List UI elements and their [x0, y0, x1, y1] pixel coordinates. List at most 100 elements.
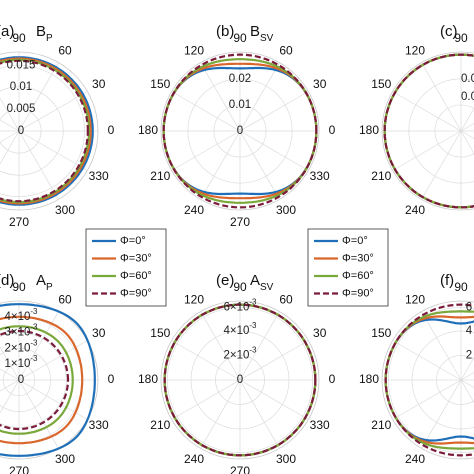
panel-c-angle-labels: 90 120 150 180 210 240 — [359, 31, 468, 217]
polar-spoke — [171, 130, 241, 171]
polar-spoke — [460, 356, 474, 381]
angle-tick-label: 120 — [184, 292, 204, 306]
radial-tick-exponent: -3 — [249, 297, 257, 306]
polar-spoke — [0, 130, 20, 143]
radial-tick-label: 0.01 — [10, 81, 32, 93]
angle-tick-label: 270 — [230, 464, 250, 474]
panel-e-angle-labels: 0 30 60 90 120 150 180 210 240 270 300 330 — [138, 280, 336, 474]
legend-right: Φ=0° Φ=30° Φ=60° Φ=90° — [307, 228, 389, 307]
legend-label: Φ=90° — [342, 287, 374, 299]
angle-tick-label: 330 — [310, 418, 330, 432]
polar-spoke — [421, 379, 462, 449]
panel-d-grid — [0, 300, 99, 460]
angle-tick-label: 210 — [150, 418, 170, 432]
angle-tick-label: 240 — [405, 203, 425, 217]
legend-label: Φ=0° — [120, 235, 146, 247]
polar-spoke — [18, 91, 88, 132]
polar-spoke — [18, 379, 59, 449]
angle-tick-label: 150 — [371, 77, 391, 91]
polar-spoke — [0, 97, 20, 132]
polar-spoke — [239, 379, 309, 420]
angle-tick-label: 240 — [405, 452, 425, 466]
radial-tick-exponent: -3 — [249, 346, 257, 355]
angle-tick-label: 60 — [58, 43, 72, 57]
angle-tick-label: 30 — [92, 77, 106, 91]
panel-f-grid — [381, 300, 474, 460]
panel-c: (c) 90 120 150 180 210 240 0.0 0.0 — [359, 23, 474, 217]
angle-tick-label: 60 — [279, 292, 293, 306]
legend-label: Φ=60° — [120, 270, 152, 282]
angle-tick-label: 90 — [454, 280, 468, 294]
polar-spoke — [460, 379, 474, 404]
radial-tick-label: 4 — [466, 325, 473, 337]
angle-tick-label: 240 — [184, 452, 204, 466]
angle-tick-label: 210 — [371, 418, 391, 432]
series-line-d-1 — [0, 315, 84, 445]
angle-tick-label: 60 — [279, 43, 293, 57]
radial-tick-label: 0.01 — [229, 99, 251, 111]
radial-tick-label: 4×10-3 — [4, 307, 38, 323]
angle-tick-label: 90 — [12, 31, 26, 45]
angle-tick-label: 0 — [108, 372, 115, 386]
radial-tick-label: 0 — [18, 374, 24, 386]
radial-tick-label: 6 — [466, 301, 472, 313]
radial-tick-exponent: -3 — [30, 323, 38, 332]
legend-label: Φ=0° — [342, 235, 368, 247]
polar-spoke — [421, 130, 462, 200]
series-line-a-1 — [0, 57, 92, 205]
panel-e-radial-labels: 0 2×10-3 4×10-3 6×10-3 — [223, 297, 257, 386]
angle-tick-label: 240 — [184, 203, 204, 217]
legend-box — [307, 228, 389, 307]
radial-tick-label: 0.0 — [461, 91, 474, 103]
series-line-f-3 — [384, 303, 474, 457]
panel-d: (d) AP 0 30 60 90 270 300 330 0 1×10-32×10-33×10… — [0, 272, 115, 474]
polar-spoke — [460, 107, 474, 132]
radial-tick-exponent: -3 — [30, 339, 38, 348]
angle-tick-label: 120 — [184, 43, 204, 57]
panel-b: (b) BSV 03060901201501802102402703003300… — [138, 23, 336, 229]
angle-tick-label: 150 — [371, 326, 391, 340]
polar-spoke — [460, 372, 474, 381]
polar-spoke — [421, 311, 462, 381]
panel-a-angle-labels: 0 30 60 90 270 300 330 — [9, 31, 115, 229]
polar-spoke — [0, 379, 20, 414]
angle-tick-label: 180 — [359, 372, 379, 386]
radial-tick-label: 2 — [466, 350, 472, 362]
radial-tick-label: 1×10-3 — [4, 354, 38, 370]
angle-tick-label: 0 — [108, 123, 115, 137]
angle-tick-label: 150 — [150, 77, 170, 91]
panel-c-letter: (c) — [440, 23, 458, 40]
polar-spoke — [0, 346, 20, 381]
radial-tick-label: 4×10-3 — [223, 321, 257, 337]
polar-spoke — [18, 62, 59, 132]
angle-tick-label: 300 — [55, 452, 75, 466]
polar-spoke — [392, 91, 462, 132]
angle-tick-label: 150 — [150, 326, 170, 340]
series-line-b-3 — [162, 53, 318, 209]
panel-c-grid — [381, 51, 474, 211]
polar-spoke — [0, 119, 20, 132]
polar-spoke — [460, 130, 474, 155]
panel-a-curves — [0, 56, 94, 206]
panel-b-letter: (b) — [216, 23, 234, 40]
panel-d-curves — [0, 303, 96, 457]
polar-spoke — [239, 62, 280, 132]
angle-tick-label: 330 — [89, 418, 109, 432]
angle-tick-label: 30 — [313, 326, 327, 340]
polar-spoke — [421, 62, 462, 132]
polar-spoke — [18, 130, 88, 171]
panel-f: (f) 90 120 150 180 210 240 6 4 2 — [359, 272, 474, 466]
panel-f-curves — [384, 303, 474, 457]
angle-tick-label: 330 — [89, 169, 109, 183]
angle-tick-label: 90 — [233, 31, 247, 45]
polar-spoke — [200, 379, 241, 449]
radial-tick-label: 0 — [18, 125, 24, 137]
polar-spoke — [460, 130, 474, 139]
panel-e-letter: (e) — [216, 272, 234, 289]
polar-spoke — [171, 91, 241, 132]
radial-tick-exponent: -3 — [249, 321, 257, 330]
panel-b-angle-labels: 0 30 60 90 120 150 180 210 240 270 300 330 — [138, 31, 336, 229]
legend-label: Φ=90° — [120, 287, 152, 299]
angle-tick-label: 210 — [150, 169, 170, 183]
